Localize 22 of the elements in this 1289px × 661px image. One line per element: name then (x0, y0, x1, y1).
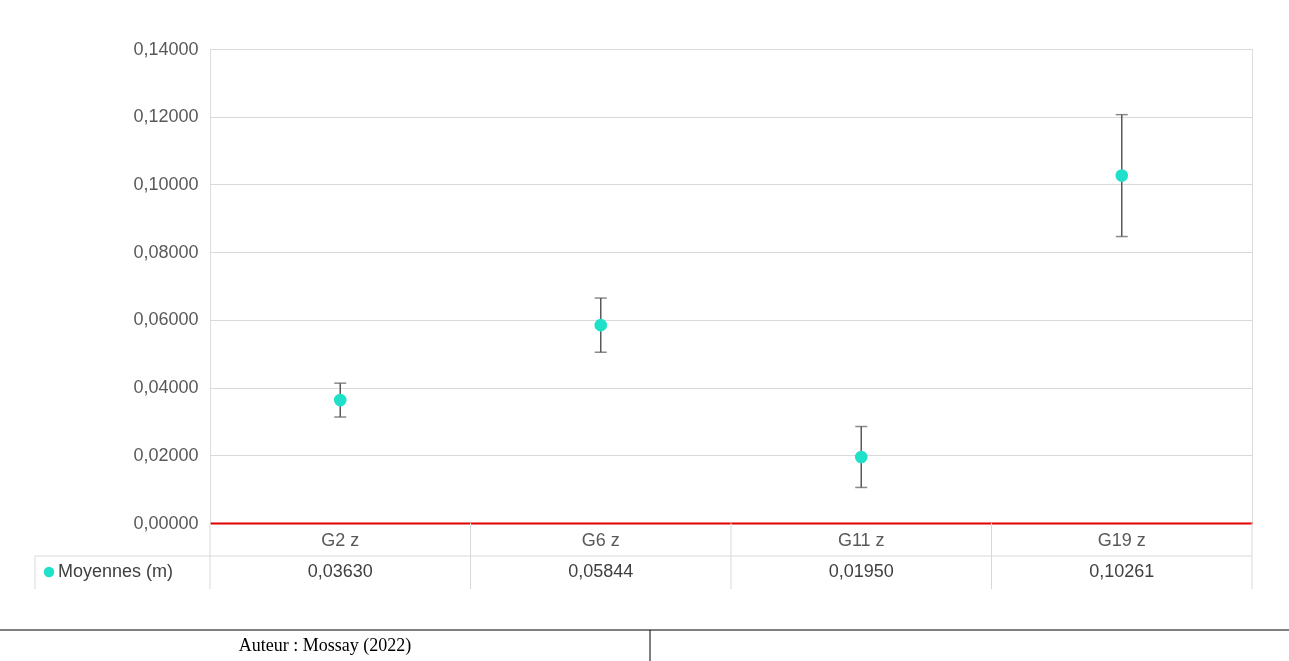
y-tick-label: 0,06000 (133, 309, 199, 330)
data-label: 0,03630 (307, 561, 373, 581)
data-label: 0,10261 (1089, 561, 1155, 581)
y-tick-label: 0,10000 (133, 173, 199, 194)
text: Auteur : Mossay (2022) (238, 635, 412, 656)
point (594, 318, 608, 332)
y-tick-label: 0,14000 (133, 38, 199, 59)
x-tick-label: G11 z (837, 529, 885, 550)
y-tick-label: 0,04000 (133, 377, 199, 398)
y-tick-label: 0,08000 (133, 241, 199, 262)
x-tick-label: G19 z (1097, 529, 1146, 550)
y-tick-label: 0,12000 (133, 106, 199, 127)
y-tick-label: 0,02000 (133, 444, 199, 465)
data-label: 0,01950 (828, 561, 894, 581)
data-label: 0,05844 (568, 561, 634, 581)
x-tick-label: G2 z (321, 529, 360, 550)
point (333, 393, 347, 407)
point (1115, 169, 1129, 182)
point (854, 450, 868, 464)
x-tick-label: G6 z (581, 529, 620, 550)
y-tick-label: 0,00000 (133, 512, 199, 533)
legend-label: Moyennes (m) (58, 561, 174, 581)
